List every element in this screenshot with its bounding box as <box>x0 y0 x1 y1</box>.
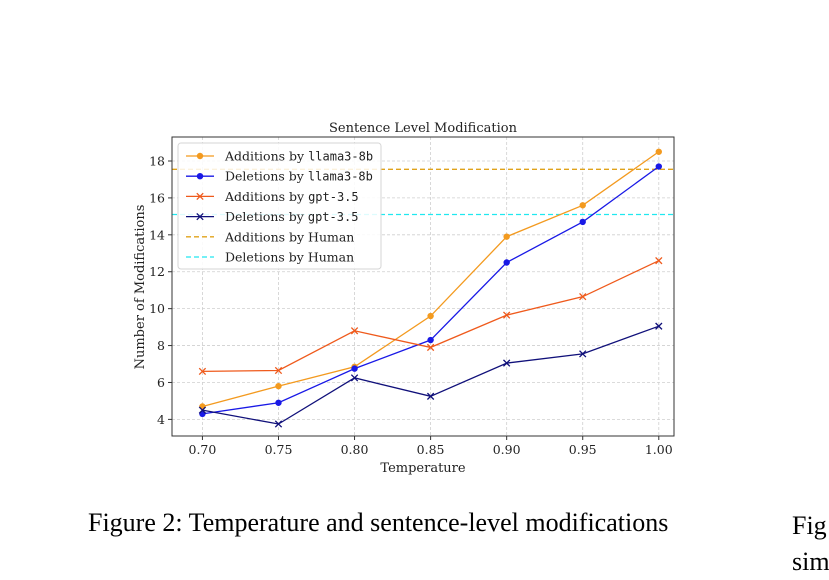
marker-stroke <box>196 192 204 201</box>
data-point <box>427 312 434 320</box>
data-point <box>426 392 435 400</box>
y-tick-label: 12 <box>149 264 165 279</box>
data-point <box>275 382 282 390</box>
y-tick-label: 16 <box>149 190 165 205</box>
data-point <box>427 336 434 344</box>
x-tick-label: 0.75 <box>265 442 293 457</box>
data-point <box>579 292 587 301</box>
data-point <box>350 374 359 382</box>
marker-stroke <box>350 374 359 382</box>
legend-label-model: gpt-3.5 <box>308 190 359 204</box>
data-point <box>503 233 510 240</box>
data-point <box>579 350 587 358</box>
legend-label: Additions by gpt-3.5 <box>224 189 359 204</box>
legend-label: Deletions by llama3-8b <box>225 169 373 184</box>
data-point <box>503 359 511 367</box>
x-tick-label: 1.00 <box>645 442 673 457</box>
legend-label-prefix: Deletions by <box>225 209 308 224</box>
legend-label: Deletions by Human <box>225 250 354 265</box>
marker-stroke <box>274 366 283 375</box>
legend-swatch-marker <box>196 173 204 180</box>
legend-label-model: gpt-3.5 <box>308 210 359 224</box>
legend-label-model: llama3-8b <box>308 170 373 184</box>
y-tick-label: 6 <box>157 375 165 390</box>
neighbor-caption-line: Fig <box>792 511 827 540</box>
data-point <box>275 399 282 406</box>
legend-swatch-marker <box>196 212 204 221</box>
x-tick-label: 0.95 <box>569 442 597 457</box>
legend-item: Deletions by gpt-3.5 <box>186 209 358 224</box>
y-axis: 4 6 8 10 12 14 16 18 <box>149 153 172 427</box>
chart: Sentence Level Modification 0.70 0.75 0.80… <box>133 121 675 476</box>
x-tick-label: 0.80 <box>341 442 369 457</box>
legend-item: Additions by Human <box>186 229 354 244</box>
data-point <box>503 311 511 319</box>
marker-stroke <box>655 322 663 330</box>
marker-stroke <box>350 327 359 335</box>
marker-stroke <box>579 292 587 301</box>
series <box>199 163 662 418</box>
data-point <box>655 322 663 330</box>
data-point <box>579 218 586 226</box>
legend-item: Additions by gpt-3.5 <box>186 189 359 204</box>
y-axis-label: Number of Modifications <box>133 205 148 370</box>
data-point <box>655 257 663 265</box>
marker-stroke <box>579 350 587 358</box>
y-tick-label: 4 <box>157 412 165 427</box>
data-point <box>198 367 207 376</box>
legend-label: Additions by Human <box>224 229 354 244</box>
marker-stroke <box>503 359 511 367</box>
data-point <box>274 366 283 375</box>
marker-stroke <box>198 367 207 376</box>
x-axis-label: Temperature <box>380 461 465 476</box>
series-group <box>198 148 663 428</box>
legend-swatch-marker <box>196 152 204 160</box>
legend-label-prefix: Additions by <box>224 189 308 204</box>
legend-label: Additions by llama3-8b <box>224 149 373 164</box>
marker-stroke <box>426 343 435 352</box>
marker-stroke <box>426 392 435 400</box>
data-point <box>503 259 510 266</box>
chart-title: Sentence Level Modification <box>329 121 518 136</box>
marker-stroke <box>503 311 511 319</box>
legend-item: Deletions by llama3-8b <box>186 169 373 184</box>
marker-stroke <box>198 406 207 414</box>
series <box>198 322 663 428</box>
legend-box <box>177 142 382 270</box>
figure-caption: Figure 2: Temperature and sentence-level… <box>88 508 669 537</box>
plot-frame <box>171 136 675 437</box>
legend-label-model: llama3-8b <box>308 150 373 164</box>
x-tick-label: 0.85 <box>417 442 445 457</box>
y-tick-label: 18 <box>149 153 165 168</box>
y-tick-label: 10 <box>149 301 165 316</box>
legend-label: Deletions by gpt-3.5 <box>225 209 358 224</box>
marker-stroke <box>274 420 283 428</box>
marker-stroke <box>196 212 204 221</box>
x-tick-label: 0.90 <box>493 442 521 457</box>
data-point <box>426 343 435 352</box>
neighbor-figure-caption-fragment: Fig sim <box>792 508 829 580</box>
data-point <box>579 202 586 209</box>
data-point <box>655 163 662 170</box>
y-tick-label: 8 <box>157 338 165 353</box>
legend-item: Deletions by Human <box>186 250 354 265</box>
legend-swatch-marker <box>196 192 204 201</box>
x-tick-label: 0.70 <box>189 442 217 457</box>
x-axis: 0.70 0.75 0.80 0.85 0.90 0.95 1.00 <box>189 436 673 457</box>
legend-label-prefix: Deletions by <box>225 169 308 184</box>
data-point <box>198 406 207 414</box>
data-point <box>351 365 358 372</box>
legend-label-prefix: Additions by <box>224 149 308 164</box>
y-tick-label: 14 <box>149 227 165 242</box>
legend-item: Additions by llama3-8b <box>186 149 373 164</box>
series <box>198 257 663 376</box>
marker-stroke <box>655 257 663 265</box>
data-point <box>274 420 283 428</box>
data-point <box>655 148 662 155</box>
neighbor-caption-line: sim <box>792 547 829 576</box>
data-point <box>350 327 359 335</box>
